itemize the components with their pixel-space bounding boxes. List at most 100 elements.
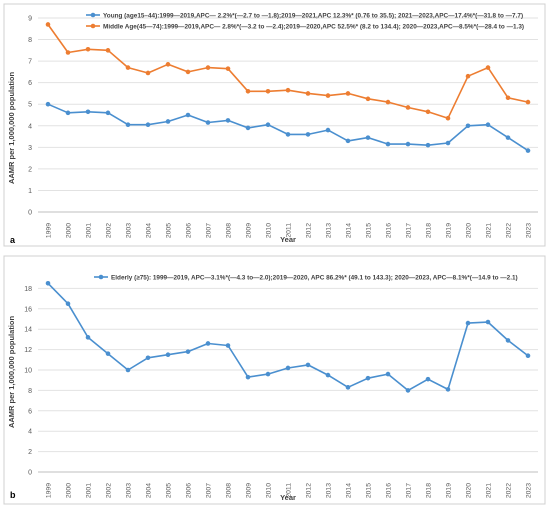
panel-a-x-tick-label: 2008 xyxy=(226,223,233,238)
panel-b-legend-marker xyxy=(98,274,104,280)
panel-b-y-tick-label: 6 xyxy=(28,408,32,415)
panel-b-x-tick-label: 2017 xyxy=(406,483,413,498)
panel-b-legend: Elderly (≥75): 1999—2019, APC—3.1%*(—4.3… xyxy=(94,274,518,281)
panel-a-data-point xyxy=(365,135,371,140)
panel-a-data-point xyxy=(405,141,411,147)
panel-a-y-tick-label: 6 xyxy=(28,80,32,87)
panel-b-ylabel: AAMR per 1,000,000 population xyxy=(7,316,16,429)
panel-a-data-point xyxy=(465,123,471,129)
panel-b-gridlines xyxy=(38,287,538,453)
panel-b-x-tick-label: 2012 xyxy=(306,483,313,498)
panel-a-data-point xyxy=(85,109,91,115)
panel-b-x-tick-label: 2010 xyxy=(266,483,273,498)
panel-a-x-tick-label: 2005 xyxy=(166,223,173,238)
panel-b-x-tick-label: 2014 xyxy=(346,483,353,498)
panel-a-data-point xyxy=(165,119,171,124)
panel-b-data-point xyxy=(525,353,531,359)
panel-b-data-point xyxy=(45,281,51,286)
panel-a-x-tick-label: 2022 xyxy=(506,223,513,238)
panel-a-y-tick-label: 1 xyxy=(28,188,32,195)
panel-a-data-point xyxy=(245,125,251,131)
panel-a-data-point xyxy=(465,73,471,79)
panel-a-x-tick-label: 1999 xyxy=(46,223,53,238)
panel-a-data-point xyxy=(265,88,271,94)
panel-a-y-tick-label: 5 xyxy=(28,102,32,109)
panel-b-data-point xyxy=(485,319,491,325)
panel-a-x-tick-label: 2013 xyxy=(326,223,333,238)
panel-a-x-tick-label: 2000 xyxy=(66,223,73,238)
panel-a-data-point xyxy=(125,65,131,70)
panel-a-data-point xyxy=(325,93,331,98)
panel-a-data-point xyxy=(165,62,171,67)
panel-a-data-point xyxy=(525,99,531,105)
panel-b-y-tick-label: 10 xyxy=(24,368,32,375)
panel-a-data-point xyxy=(345,138,351,144)
panel-b-frame xyxy=(3,255,546,505)
panel-a-y-tick-label: 4 xyxy=(28,123,32,130)
panel-a-legend-label: Young (age15–44):1999—2019,APC— 2.2%*(—2… xyxy=(103,12,523,19)
panel-b-data-point xyxy=(325,372,331,378)
panel-a-legend-marker xyxy=(90,12,96,18)
panel-a-data-point xyxy=(285,87,291,93)
panel-a-data-point xyxy=(65,50,71,55)
panel-a-x-tick-label: 2010 xyxy=(266,223,273,238)
panel-a-data-point xyxy=(65,110,71,116)
panel-a-x-tick-label: 2015 xyxy=(366,223,373,238)
panel-a-data-point xyxy=(385,99,391,105)
panel-a-x-tick-label: 2001 xyxy=(86,223,93,238)
panel-a-data-point xyxy=(45,22,51,27)
panel-b-x-tick-label: 2022 xyxy=(506,483,513,498)
panel-a-data-point xyxy=(145,70,151,76)
panel-a-data-point xyxy=(225,66,231,71)
panel-b-x-tick-label: 2009 xyxy=(246,483,253,498)
panel-b-x-tick-label: 2018 xyxy=(426,483,433,498)
panel-a-data-point xyxy=(505,135,511,140)
panel-b-y-tick-label: 0 xyxy=(28,470,32,477)
panel-b-y-tick-label: 16 xyxy=(24,306,32,313)
panel-b-x-tick-labels: 1999 2000 2001 2002 2003 2004 2005 2006 2007 2008… xyxy=(46,483,533,498)
panel-b-x-tick-label: 2021 xyxy=(486,483,493,498)
panel-a-x-tick-label: 2017 xyxy=(406,223,413,238)
panel-b-series xyxy=(45,281,531,393)
panel-a-x-tick-label: 2003 xyxy=(126,223,133,238)
panel-b-data-point xyxy=(405,388,411,393)
panel-b-data-point xyxy=(425,376,431,382)
panel-b-x-tick-label: 2001 xyxy=(86,483,93,498)
panel-b-x-tick-label: 2004 xyxy=(146,483,153,498)
panel-a-y-tick-label: 8 xyxy=(28,37,32,44)
panel-a-x-tick-label: 2012 xyxy=(306,223,313,238)
panel-a-y-tick-label: 3 xyxy=(28,145,32,152)
panel-b-xlabel: Year xyxy=(280,493,296,502)
panel-b-x-tick-label: 2013 xyxy=(326,483,333,498)
panel-a-legend: Young (age15–44):1999—2019,APC— 2.2%*(—2… xyxy=(86,12,524,30)
panel-a-x-tick-label: 2007 xyxy=(206,223,213,238)
panel-a-ylabel: AAMR per 1,000,000 population xyxy=(7,72,16,185)
panel-b-data-point xyxy=(365,375,371,381)
panel-a-data-point xyxy=(105,48,111,53)
panel-b-data-point xyxy=(65,301,71,307)
panel-b-x-tick-label: 2016 xyxy=(386,483,393,498)
panel-a-frame xyxy=(3,3,546,247)
panel-b-data-point xyxy=(85,335,91,340)
panel-b-y-tick-labels: 0 2 4 6 8 10 12 14 16 18 xyxy=(24,286,32,477)
panel-b-y-tick-label: 12 xyxy=(24,347,32,354)
panel-a-data-point xyxy=(365,96,371,102)
panel-b-data-point xyxy=(345,385,351,390)
panel-b-data-point xyxy=(245,374,251,380)
panel-a-data-point xyxy=(425,142,431,148)
panel-b-legend-label: Elderly (≥75): 1999—2019, APC—3.1%*(—4.3… xyxy=(111,274,518,281)
panel-b-x-tick-label: 2005 xyxy=(166,483,173,498)
panel-b-data-point xyxy=(165,352,171,358)
panel-a-data-point xyxy=(245,88,251,94)
panel-b-x-tick-label: 2003 xyxy=(126,483,133,498)
panel-b-x-tick-label: 1999 xyxy=(46,483,53,498)
panel-b-data-point xyxy=(205,341,211,346)
panel-a-data-point xyxy=(265,122,271,127)
panel-b-x-tick-label: 2023 xyxy=(526,483,533,498)
panel-a-legend-marker xyxy=(90,23,96,29)
panel-a-data-point xyxy=(485,122,491,127)
panel-a-xlabel: Year xyxy=(280,235,296,244)
panel-a-data-point xyxy=(305,91,311,96)
panel-a-x-tick-label: 2020 xyxy=(466,223,473,238)
